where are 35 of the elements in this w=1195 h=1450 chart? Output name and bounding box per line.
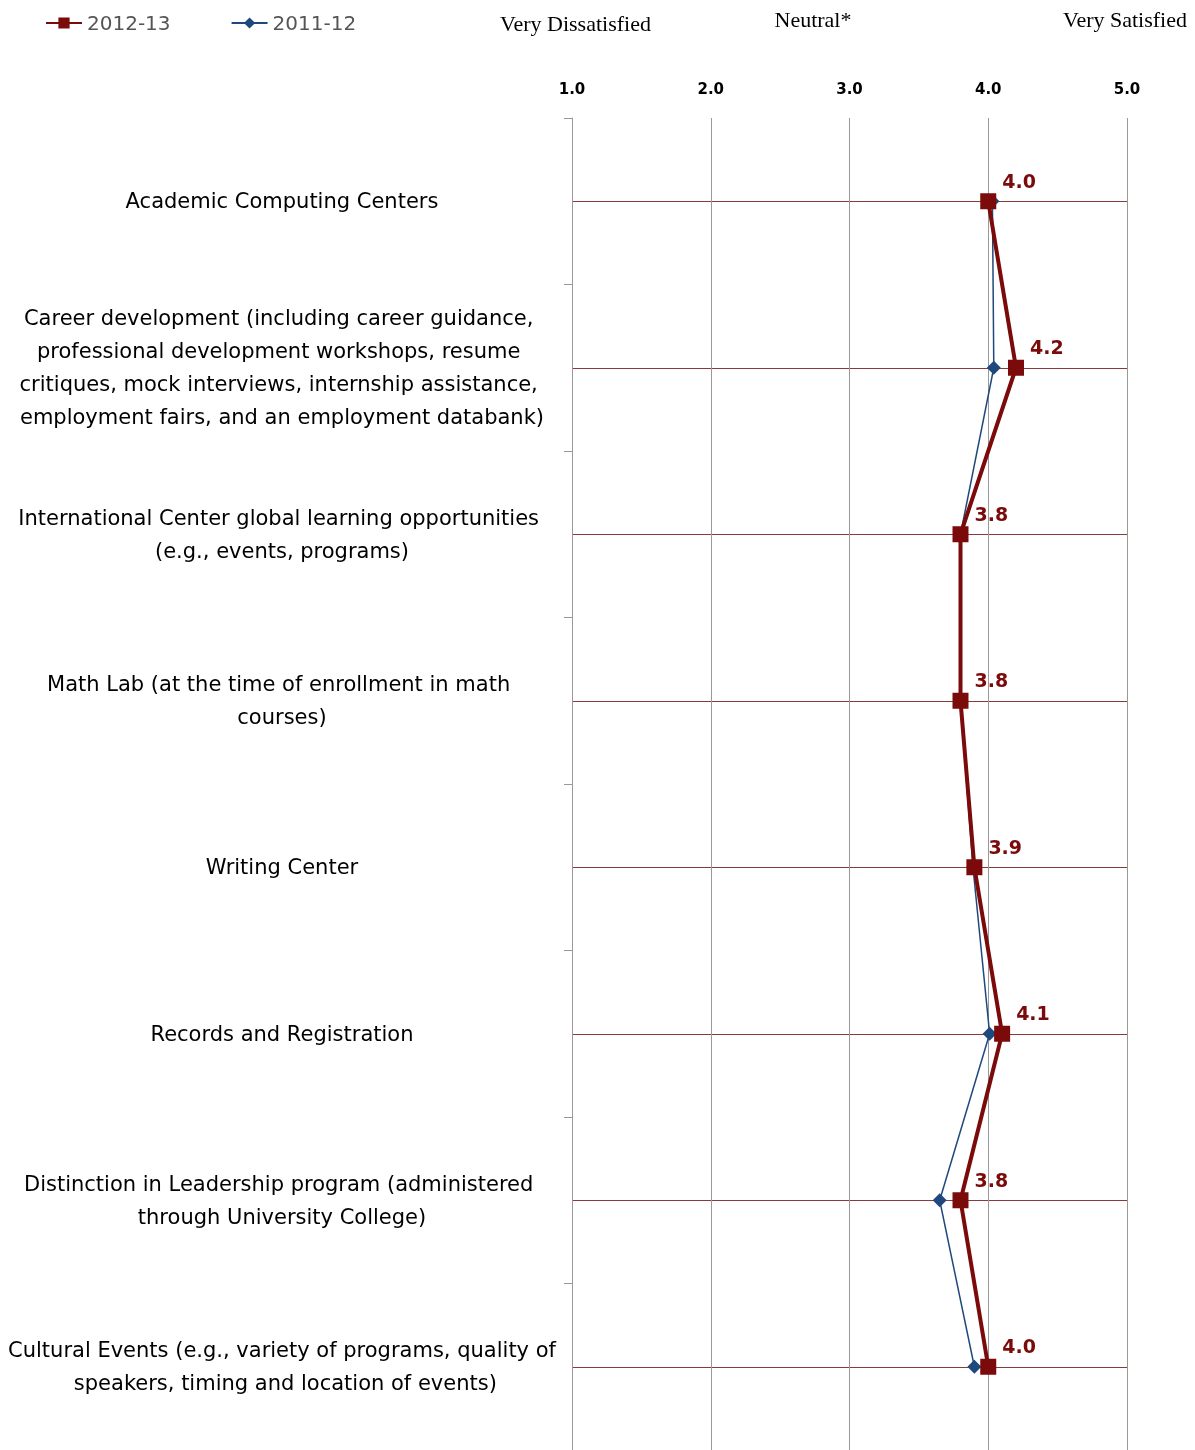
text: Neutral* [774,6,852,32]
x-tick-label: 3.0 [836,79,863,98]
data-label: 4.0 [1002,169,1036,192]
text: Very Satisfied [1062,6,1187,32]
point [994,1025,1011,1042]
data-label: 4.1 [1016,1002,1050,1025]
point [980,1358,997,1375]
data-label: 3.8 [974,1168,1009,1191]
data-label: 3.8 [974,669,1009,692]
legend-label: 2011-12 [272,11,357,35]
x-tick-label: 2.0 [697,79,725,98]
y-tick-label: Career development (including career guidance, professional development workshops, resume critiques, mock interviews, internship assistance, employment fairs, and an employment databank) [19,306,545,430]
y-tick-label: Math Lab (at the time of enrollment in math courses) [47,672,517,730]
x-tick-label: 1.0 [558,79,586,98]
text: Very Dissatisfied [500,10,651,36]
legend-label: 2012-13 [87,11,171,35]
x-tick-label: 4.0 [974,79,1002,98]
point [1008,359,1024,376]
point [967,1359,982,1374]
point [980,193,997,210]
data-label: 3.8 [974,502,1009,525]
data-label: 4.0 [1002,1335,1036,1358]
data-label: 3.9 [988,835,1023,858]
point [932,1193,947,1208]
y-tick-label: Records and Registration [150,1021,414,1046]
y-tick-label: Distinction in Leadership program (administered through University College) [23,1171,541,1229]
y-tick-label: Academic Computing Centers [125,189,439,214]
point [952,1192,969,1209]
x-tick-label: 5.0 [1113,79,1141,98]
y-tick-label: Writing Center [205,855,359,880]
point [982,1026,997,1041]
y-tick-label: Cultural Events (e.g., variety of programs, quality of speakers, timing and location of events) [8,1338,557,1396]
y-tick-label: International Center global learning opportunities (e.g., events, programs) [18,505,546,563]
point [986,360,1001,375]
data-label: 4.2 [1030,336,1064,359]
